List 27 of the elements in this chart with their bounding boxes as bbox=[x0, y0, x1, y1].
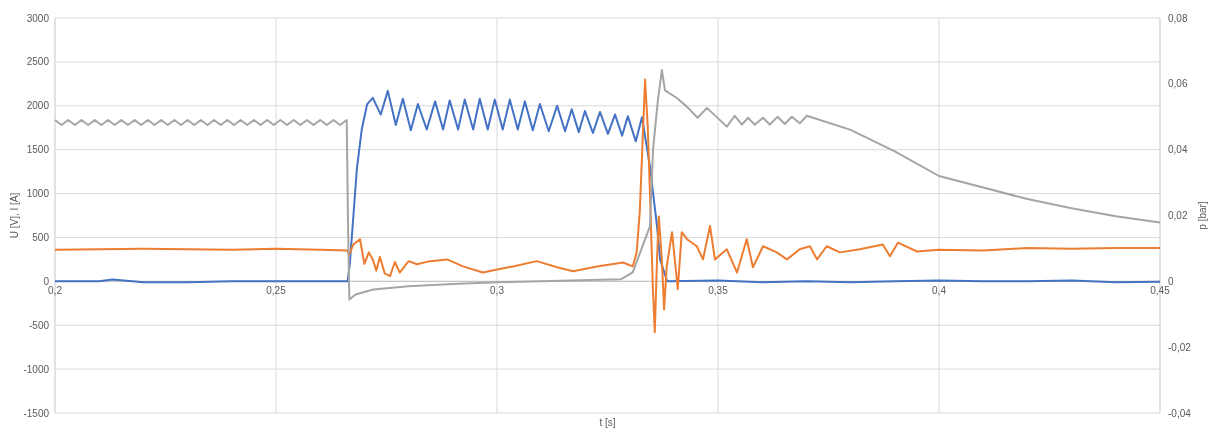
y-tick-label: 500 bbox=[32, 231, 50, 243]
y2-tick-label: 0,02 bbox=[1168, 210, 1188, 221]
y-tick-label: -1000 bbox=[23, 363, 50, 375]
x-tick-label: 0,25 bbox=[266, 285, 287, 297]
y-tick-label: 0 bbox=[43, 275, 50, 287]
y2-tick-label: 0,04 bbox=[1168, 144, 1188, 156]
y-tick-label: 2500 bbox=[26, 56, 50, 68]
y2-tick-label: -0,02 bbox=[1168, 341, 1192, 353]
line-series bbox=[54, 89, 1161, 284]
y-tick-label: 2000 bbox=[26, 100, 50, 112]
x-tick-label: 0,2 bbox=[48, 285, 63, 297]
y2-tick-label: 0,08 bbox=[1168, 12, 1188, 24]
y2-tick-label: 0,06 bbox=[1168, 78, 1188, 90]
y-tick-label: -500 bbox=[28, 319, 50, 331]
x-tick-label: 0,3 bbox=[490, 285, 505, 297]
y-tick-label: 1500 bbox=[26, 144, 50, 156]
y-tick-label: 1000 bbox=[26, 188, 50, 200]
y-tick-label: -1500 bbox=[23, 407, 50, 419]
x-tick-label: 0,4 bbox=[932, 285, 947, 297]
x-tick-label: 0,35 bbox=[708, 285, 729, 297]
x-axis-title: t [s] bbox=[599, 417, 616, 428]
y-axis-title: U [V], I [A] bbox=[9, 192, 20, 239]
y2-tick-label: -0,04 bbox=[1168, 407, 1192, 419]
y2-tick-label: 0 bbox=[1168, 275, 1174, 287]
y-tick-label: 3000 bbox=[26, 12, 50, 24]
x-tick-label: 0,45 bbox=[1150, 285, 1171, 297]
y2-axis-title: p [bar] bbox=[1197, 201, 1208, 230]
